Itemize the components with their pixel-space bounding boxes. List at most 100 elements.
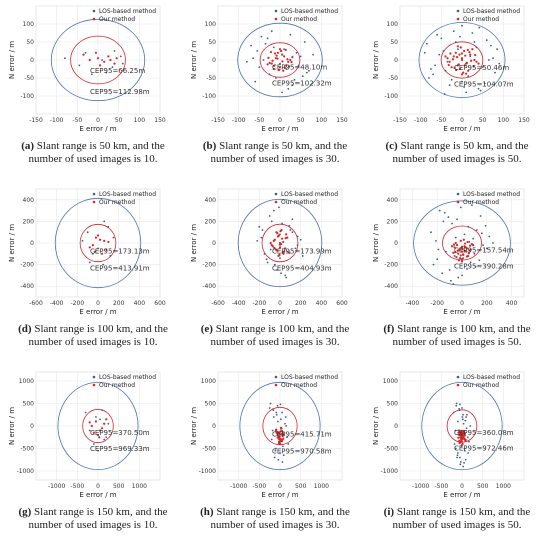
point-los [281, 91, 283, 94]
x-tick-label: 100 [498, 117, 510, 124]
point-los [312, 53, 314, 56]
point-los [428, 77, 430, 79]
point-ours [278, 48, 282, 51]
point-los [101, 59, 104, 61]
cep-annotation-inner: CEP95=173.13m [90, 247, 150, 255]
x-tick-label: -150 [393, 117, 407, 124]
x-tick-label: -150 [29, 117, 43, 124]
cep-annotation-inner: CEP95=48.10m [272, 64, 327, 72]
legend-label: LOS-based method [99, 191, 156, 198]
point-ours [275, 428, 278, 431]
x-tick-label: 500 [113, 483, 125, 490]
point-los [474, 265, 477, 268]
point-los [459, 456, 461, 459]
point-los [438, 53, 441, 56]
point-ours [449, 52, 452, 55]
caption-a: (a) Slant range is 50 km, and the number… [8, 140, 178, 166]
y-tick-label: -200 [202, 262, 216, 269]
x-tick-label: -500 [253, 483, 267, 490]
point-ours [281, 432, 284, 435]
point-los [465, 91, 468, 94]
point-los [478, 259, 481, 262]
point-los [99, 418, 101, 421]
point-ours [457, 252, 460, 255]
point-los [461, 416, 464, 418]
legend-marker [92, 200, 96, 204]
legend-label: Our method [99, 382, 135, 389]
point-los [285, 276, 288, 279]
point-ours [473, 58, 476, 62]
point-ours [459, 257, 462, 260]
x-tick-label: -100 [50, 117, 64, 124]
point-ours [469, 59, 473, 62]
caption-text: Slant range is 150 km, and the number of… [210, 506, 350, 531]
point-ours [284, 237, 287, 240]
x-tick-label: -600 [211, 300, 225, 307]
cep-annotation-outer: CEP95=112.98m [90, 88, 150, 96]
legend-label: Our method [281, 382, 317, 389]
point-los [488, 235, 491, 238]
point-ours [88, 421, 91, 424]
x-axis-label: E error / m [443, 308, 480, 316]
point-ours [276, 232, 279, 235]
point-ours [284, 48, 287, 52]
cep-annotation-inner: CEP95=157.54m [454, 246, 514, 254]
x-axis-label: E error / m [79, 491, 116, 499]
point-los [475, 46, 478, 49]
x-tick-label: 50 [297, 117, 305, 124]
panel-i: -1000 -500 0 500 1000 -1000 -500 0 500 1000 CEP95=… [372, 366, 542, 549]
point-los [462, 422, 465, 425]
point-los [456, 456, 458, 459]
point-ours [96, 234, 100, 237]
point-los [464, 458, 467, 461]
point-los [437, 248, 440, 251]
y-axis-label: N error / m [372, 407, 380, 445]
x-tick-label: 50 [479, 117, 487, 124]
point-los [452, 30, 455, 33]
point-ours [460, 433, 463, 436]
legend-label: Our method [463, 199, 499, 206]
point-los [463, 86, 465, 88]
point-ours [462, 429, 465, 433]
point-los [440, 37, 443, 40]
point-ours [277, 431, 280, 434]
panel-b: -150 -100 -50 0 50 100 150 -100 -50 0 50 100 CEP95=4… [190, 0, 360, 183]
point-los [496, 48, 499, 51]
scatter-plot-g: -1000 -500 0 500 1000 -1000 -500 0 500 1000 CEP95=… [8, 371, 161, 499]
point-los [455, 404, 458, 407]
y-axis-label: N error / m [190, 224, 198, 262]
point-los [281, 222, 283, 225]
point-ours [107, 240, 110, 244]
legend-marker [456, 9, 460, 13]
point-ours [457, 436, 460, 439]
x-tick-label: 0 [96, 483, 100, 490]
caption-text: Slant range is 50 km, and the number of … [210, 140, 348, 165]
y-axis-label: N error / m [372, 224, 380, 262]
y-tick-label: 0 [212, 423, 216, 430]
point-los [119, 55, 122, 58]
point-ours [94, 420, 98, 423]
cep-circle-inner [79, 223, 117, 263]
y-axis-label: N error / m [8, 224, 16, 262]
point-los [456, 218, 458, 221]
point-los [453, 255, 456, 257]
point-los [289, 229, 292, 231]
cep-annotation-inner: CEP95=173.99m [272, 247, 332, 255]
point-ours [456, 249, 459, 252]
point-ours [465, 250, 468, 253]
point-los [275, 411, 278, 414]
point-ours [458, 67, 462, 71]
y-tick-label: 500 [387, 401, 399, 408]
point-los [297, 64, 300, 67]
scatter-plot-e: -600 -400 -200 0 200 400 600 -400 -200 0 200 400 CEP… [190, 188, 348, 316]
point-los [442, 220, 445, 223]
point-los [272, 416, 275, 418]
point-ours [453, 246, 456, 249]
point-los [279, 62, 281, 65]
caption-text: Slant range is 100 km, and the number of… [392, 323, 531, 348]
point-ours [276, 57, 279, 60]
point-los [88, 429, 91, 432]
caption-letter: (g) [18, 506, 32, 518]
